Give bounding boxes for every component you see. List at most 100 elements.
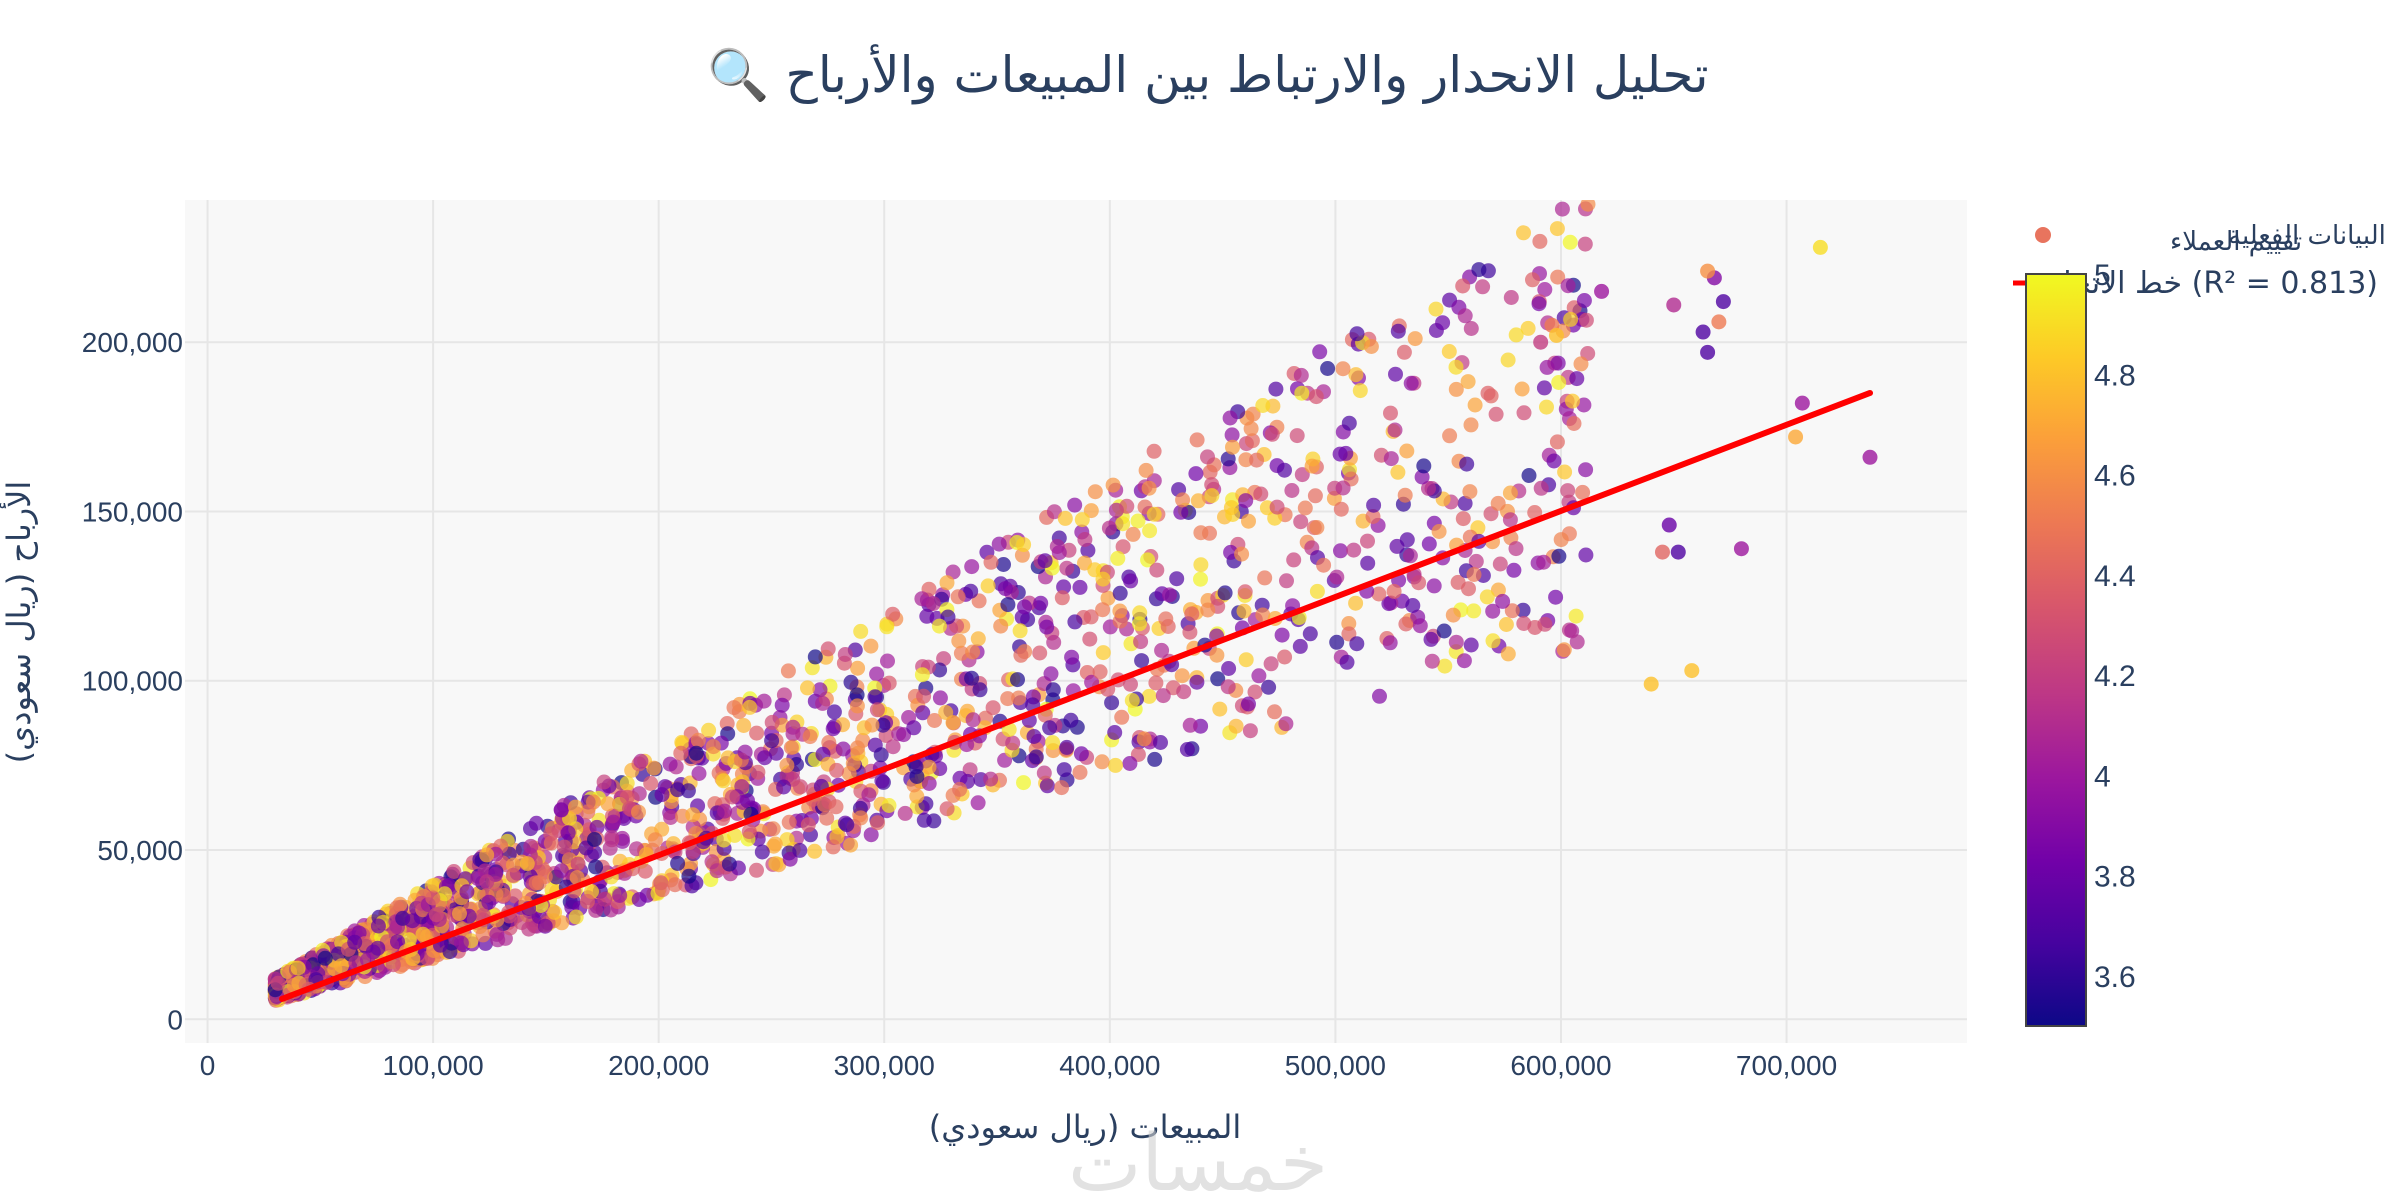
scatter-point: [863, 827, 879, 843]
scatter-point: [701, 722, 717, 738]
scatter-point: [556, 839, 572, 855]
scatter-point: [560, 825, 576, 841]
scatter-point: [1238, 652, 1254, 668]
scatter-point: [1220, 679, 1236, 695]
scatter-point: [1575, 484, 1591, 500]
scatter-point: [1398, 616, 1414, 632]
scatter-point: [1017, 599, 1032, 615]
legend-item-trend[interactable]: خط الاتجاه (R² = 0.813): [2013, 266, 2378, 301]
scatter-point: [793, 779, 808, 795]
scatter-point: [1423, 631, 1439, 647]
scatter-point: [1566, 416, 1582, 431]
scatter-point: [654, 882, 670, 898]
scatter-point: [569, 870, 585, 886]
scatter-point: [1000, 691, 1016, 707]
scatter-point: [1396, 344, 1412, 360]
scatter-point: [1220, 451, 1236, 467]
scatter-point: [1072, 579, 1088, 595]
scatter-point: [1238, 493, 1254, 509]
scatter-point: [1169, 571, 1185, 587]
scatter-point: [1405, 598, 1421, 613]
scatter-point: [1146, 506, 1162, 522]
scatter-point: [688, 745, 704, 761]
scatter-point: [290, 960, 306, 976]
scatter-point: [1363, 339, 1379, 354]
scatter-point: [1565, 393, 1580, 409]
scatter-point: [1339, 654, 1355, 670]
scatter-point: [390, 934, 405, 950]
scatter-point: [970, 631, 986, 647]
scatter-point: [1032, 645, 1048, 661]
scatter-point: [1077, 532, 1093, 547]
scatter-point: [1278, 716, 1294, 732]
scatter-point: [1550, 269, 1566, 285]
x-tick-label: 500,000: [1285, 1050, 1386, 1081]
scatter-point: [1308, 389, 1324, 405]
scatter-point: [1348, 595, 1364, 611]
legend[interactable]: البيانات الفعلية خط الاتجاه (R² = 0.813): [2013, 221, 2386, 301]
scatter-point: [637, 863, 653, 879]
scatter-point: [1436, 623, 1452, 639]
scatter-point: [1539, 399, 1554, 415]
scatter-point: [964, 559, 980, 575]
scatter-point: [1011, 690, 1027, 706]
scatter-point: [1228, 718, 1244, 734]
scatter-point: [1329, 634, 1345, 650]
scatter-point: [1204, 488, 1220, 504]
scatter-point: [785, 719, 801, 735]
scatter-point: [1026, 729, 1042, 744]
scatter-point: [1490, 495, 1506, 511]
scatter-point: [1297, 500, 1313, 516]
scatter-point: [919, 608, 935, 624]
scatter-point: [1479, 589, 1495, 605]
scatter-point: [1092, 664, 1108, 680]
scatter-point: [1162, 587, 1177, 603]
scatter-point: [1557, 464, 1573, 480]
scatter-point: [1193, 571, 1208, 587]
scatter-point: [1212, 701, 1228, 717]
scatter-point-outlier: [1670, 544, 1686, 560]
scatter-point: [1245, 406, 1261, 422]
scatter-point: [1238, 452, 1254, 468]
scatter-point: [519, 856, 535, 872]
scatter-point: [1329, 569, 1345, 585]
scatter-point: [1304, 458, 1320, 474]
scatter-point: [1348, 367, 1364, 383]
scatter-point: [1468, 553, 1484, 569]
scatter-point: [950, 589, 966, 605]
scatter-point: [1105, 477, 1121, 493]
scatter-point: [1382, 635, 1398, 651]
scatter-point: [1346, 542, 1362, 558]
y-tick-label: 50,000: [97, 835, 183, 866]
scatter-point: [1549, 434, 1565, 450]
scatter-point: [997, 581, 1013, 597]
scatter-point: [1074, 512, 1090, 528]
scatter-point: [768, 745, 784, 761]
scatter-point: [983, 554, 999, 570]
scatter-point: [1125, 526, 1141, 542]
scatter-point: [720, 750, 736, 766]
x-tick-label: 200,000: [608, 1050, 709, 1081]
scatter-point: [936, 651, 952, 667]
scatter-point: [1461, 581, 1476, 597]
scatter-point: [663, 810, 679, 825]
scatter-point: [1466, 567, 1482, 582]
scatter-point: [939, 801, 955, 817]
scatter-point: [800, 817, 816, 833]
scatter-point: [1360, 555, 1376, 571]
scatter-point: [1039, 619, 1055, 635]
scatter-point: [1536, 380, 1552, 396]
scatter-point: [861, 787, 877, 803]
scatter-point: [1448, 381, 1464, 397]
legend-item-actual[interactable]: البيانات الفعلية: [2035, 221, 2386, 251]
scatter-point: [1237, 584, 1253, 600]
scatter-point: [691, 766, 707, 781]
colorbar-tick-label: 3.6: [2094, 961, 2136, 994]
scatter-point: [717, 803, 733, 819]
scatter-point: [1333, 501, 1349, 517]
scatter-point: [1294, 467, 1310, 483]
scatter-point: [1294, 385, 1310, 401]
scatter-point: [970, 795, 986, 811]
scatter-point: [633, 753, 649, 769]
scatter-point: [850, 740, 865, 756]
